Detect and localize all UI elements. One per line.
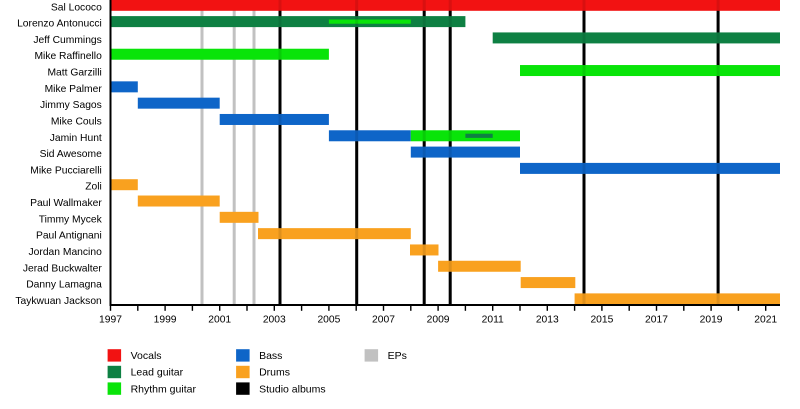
svg-text:Lead guitar: Lead guitar	[131, 367, 184, 379]
svg-text:2019: 2019	[700, 315, 723, 326]
svg-text:Paul Wallmaker: Paul Wallmaker	[30, 198, 102, 209]
svg-text:Bass: Bass	[259, 350, 282, 362]
svg-text:Mike Raffinello: Mike Raffinello	[34, 51, 102, 62]
svg-text:Sal Lococo: Sal Lococo	[51, 2, 102, 13]
svg-text:Timmy Mycek: Timmy Mycek	[39, 214, 103, 225]
svg-text:Mike Pucciarelli: Mike Pucciarelli	[30, 165, 102, 176]
svg-text:Jerad Buckwalter: Jerad Buckwalter	[23, 263, 103, 274]
svg-text:EPs: EPs	[388, 350, 407, 362]
svg-text:Studio albums: Studio albums	[259, 383, 326, 395]
svg-text:Jordan Mancino: Jordan Mancino	[29, 247, 103, 258]
svg-text:Lorenzo Antonucci: Lorenzo Antonucci	[17, 19, 102, 30]
svg-text:Drums: Drums	[259, 367, 290, 379]
svg-text:2001: 2001	[208, 315, 231, 326]
svg-text:Vocals: Vocals	[131, 350, 162, 362]
svg-text:2007: 2007	[372, 315, 395, 326]
svg-text:2017: 2017	[645, 315, 668, 326]
svg-text:2003: 2003	[263, 315, 286, 326]
svg-text:Mike Couls: Mike Couls	[51, 116, 102, 127]
svg-text:Rhythm guitar: Rhythm guitar	[131, 383, 197, 395]
svg-text:Matt Garzilli: Matt Garzilli	[47, 68, 101, 79]
svg-text:Zoli: Zoli	[85, 182, 102, 193]
svg-text:2021: 2021	[754, 315, 777, 326]
svg-text:Jimmy Sagos: Jimmy Sagos	[40, 100, 102, 111]
svg-text:1999: 1999	[154, 315, 177, 326]
svg-text:2015: 2015	[590, 315, 613, 326]
svg-text:Taykwuan Jackson: Taykwuan Jackson	[15, 296, 102, 307]
svg-text:Mike Palmer: Mike Palmer	[45, 84, 103, 95]
svg-text:Jeff Cummings: Jeff Cummings	[33, 35, 101, 46]
svg-text:2013: 2013	[536, 315, 559, 326]
svg-text:2005: 2005	[317, 315, 340, 326]
svg-text:2009: 2009	[427, 315, 450, 326]
svg-text:Paul Antignani: Paul Antignani	[36, 231, 102, 242]
svg-text:Sid Awesome: Sid Awesome	[40, 149, 102, 160]
svg-text:1997: 1997	[99, 315, 122, 326]
svg-text:2011: 2011	[482, 315, 504, 326]
svg-text:Danny Lamagna: Danny Lamagna	[26, 280, 102, 291]
svg-text:Jamin Hunt: Jamin Hunt	[50, 133, 102, 144]
